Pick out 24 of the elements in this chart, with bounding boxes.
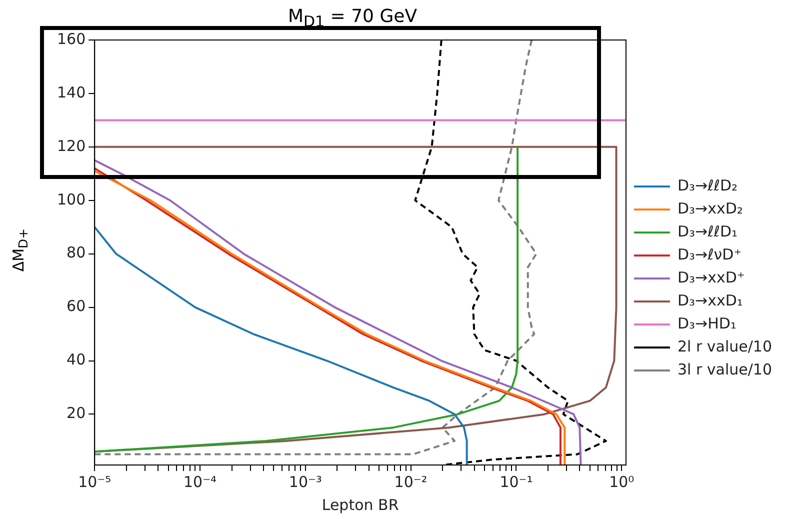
legend-label: D₃→xxD₂ bbox=[677, 199, 743, 218]
y-tick-label: 80 bbox=[66, 244, 86, 262]
x-tick-label: 10⁻¹ bbox=[500, 472, 533, 491]
y-tick-label: 120 bbox=[56, 136, 86, 155]
y-tick-label: 40 bbox=[66, 350, 86, 369]
legend-label: 3l r value/10 bbox=[677, 360, 772, 378]
legend-label: D₃→ℓℓD₁ bbox=[677, 222, 738, 240]
x-tick-label: 10⁰ bbox=[609, 472, 634, 491]
x-tick-label: 10⁻² bbox=[394, 472, 428, 491]
y-tick-label: 60 bbox=[66, 297, 86, 316]
y-tick-label: 20 bbox=[66, 404, 86, 422]
legend-label: D₃→xxD₁ bbox=[677, 291, 743, 310]
y-tick-label: 100 bbox=[56, 190, 86, 208]
legend-label: D₃→ℓℓD₂ bbox=[677, 176, 738, 194]
x-axis-title: Lepton BR bbox=[322, 496, 399, 514]
x-tick-label: 10⁻⁴ bbox=[184, 472, 217, 491]
x-tick-label: 10⁻³ bbox=[288, 472, 322, 491]
x-tick-label: 10⁻⁵ bbox=[78, 472, 112, 491]
y-tick-label: 140 bbox=[56, 83, 86, 102]
legend-label: D₃→xxD⁺ bbox=[677, 268, 745, 286]
legend-label: D₃→ℓνD⁺ bbox=[677, 245, 742, 264]
legend-label: D₃→HD₁ bbox=[677, 314, 736, 332]
legend-label: 2l r value/10 bbox=[677, 337, 772, 356]
y-tick-label: 160 bbox=[56, 30, 86, 48]
